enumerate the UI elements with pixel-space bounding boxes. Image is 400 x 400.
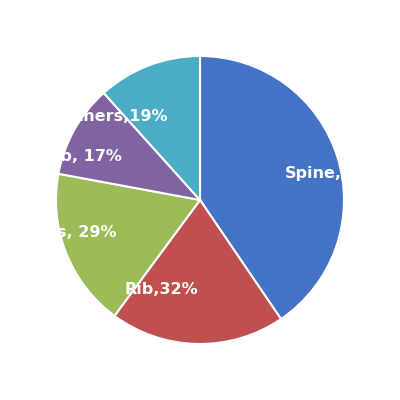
Text: Spine,66%: Spine,66% — [285, 166, 380, 181]
Text: Limb, 17%: Limb, 17% — [28, 149, 122, 164]
Wedge shape — [200, 56, 344, 319]
Wedge shape — [114, 200, 281, 344]
Text: Rib,32%: Rib,32% — [125, 282, 198, 297]
Wedge shape — [58, 93, 200, 200]
Text: Pelvis, 29%: Pelvis, 29% — [14, 225, 117, 240]
Text: Others,19%: Others,19% — [62, 109, 168, 124]
Wedge shape — [104, 56, 200, 200]
Wedge shape — [56, 174, 200, 316]
